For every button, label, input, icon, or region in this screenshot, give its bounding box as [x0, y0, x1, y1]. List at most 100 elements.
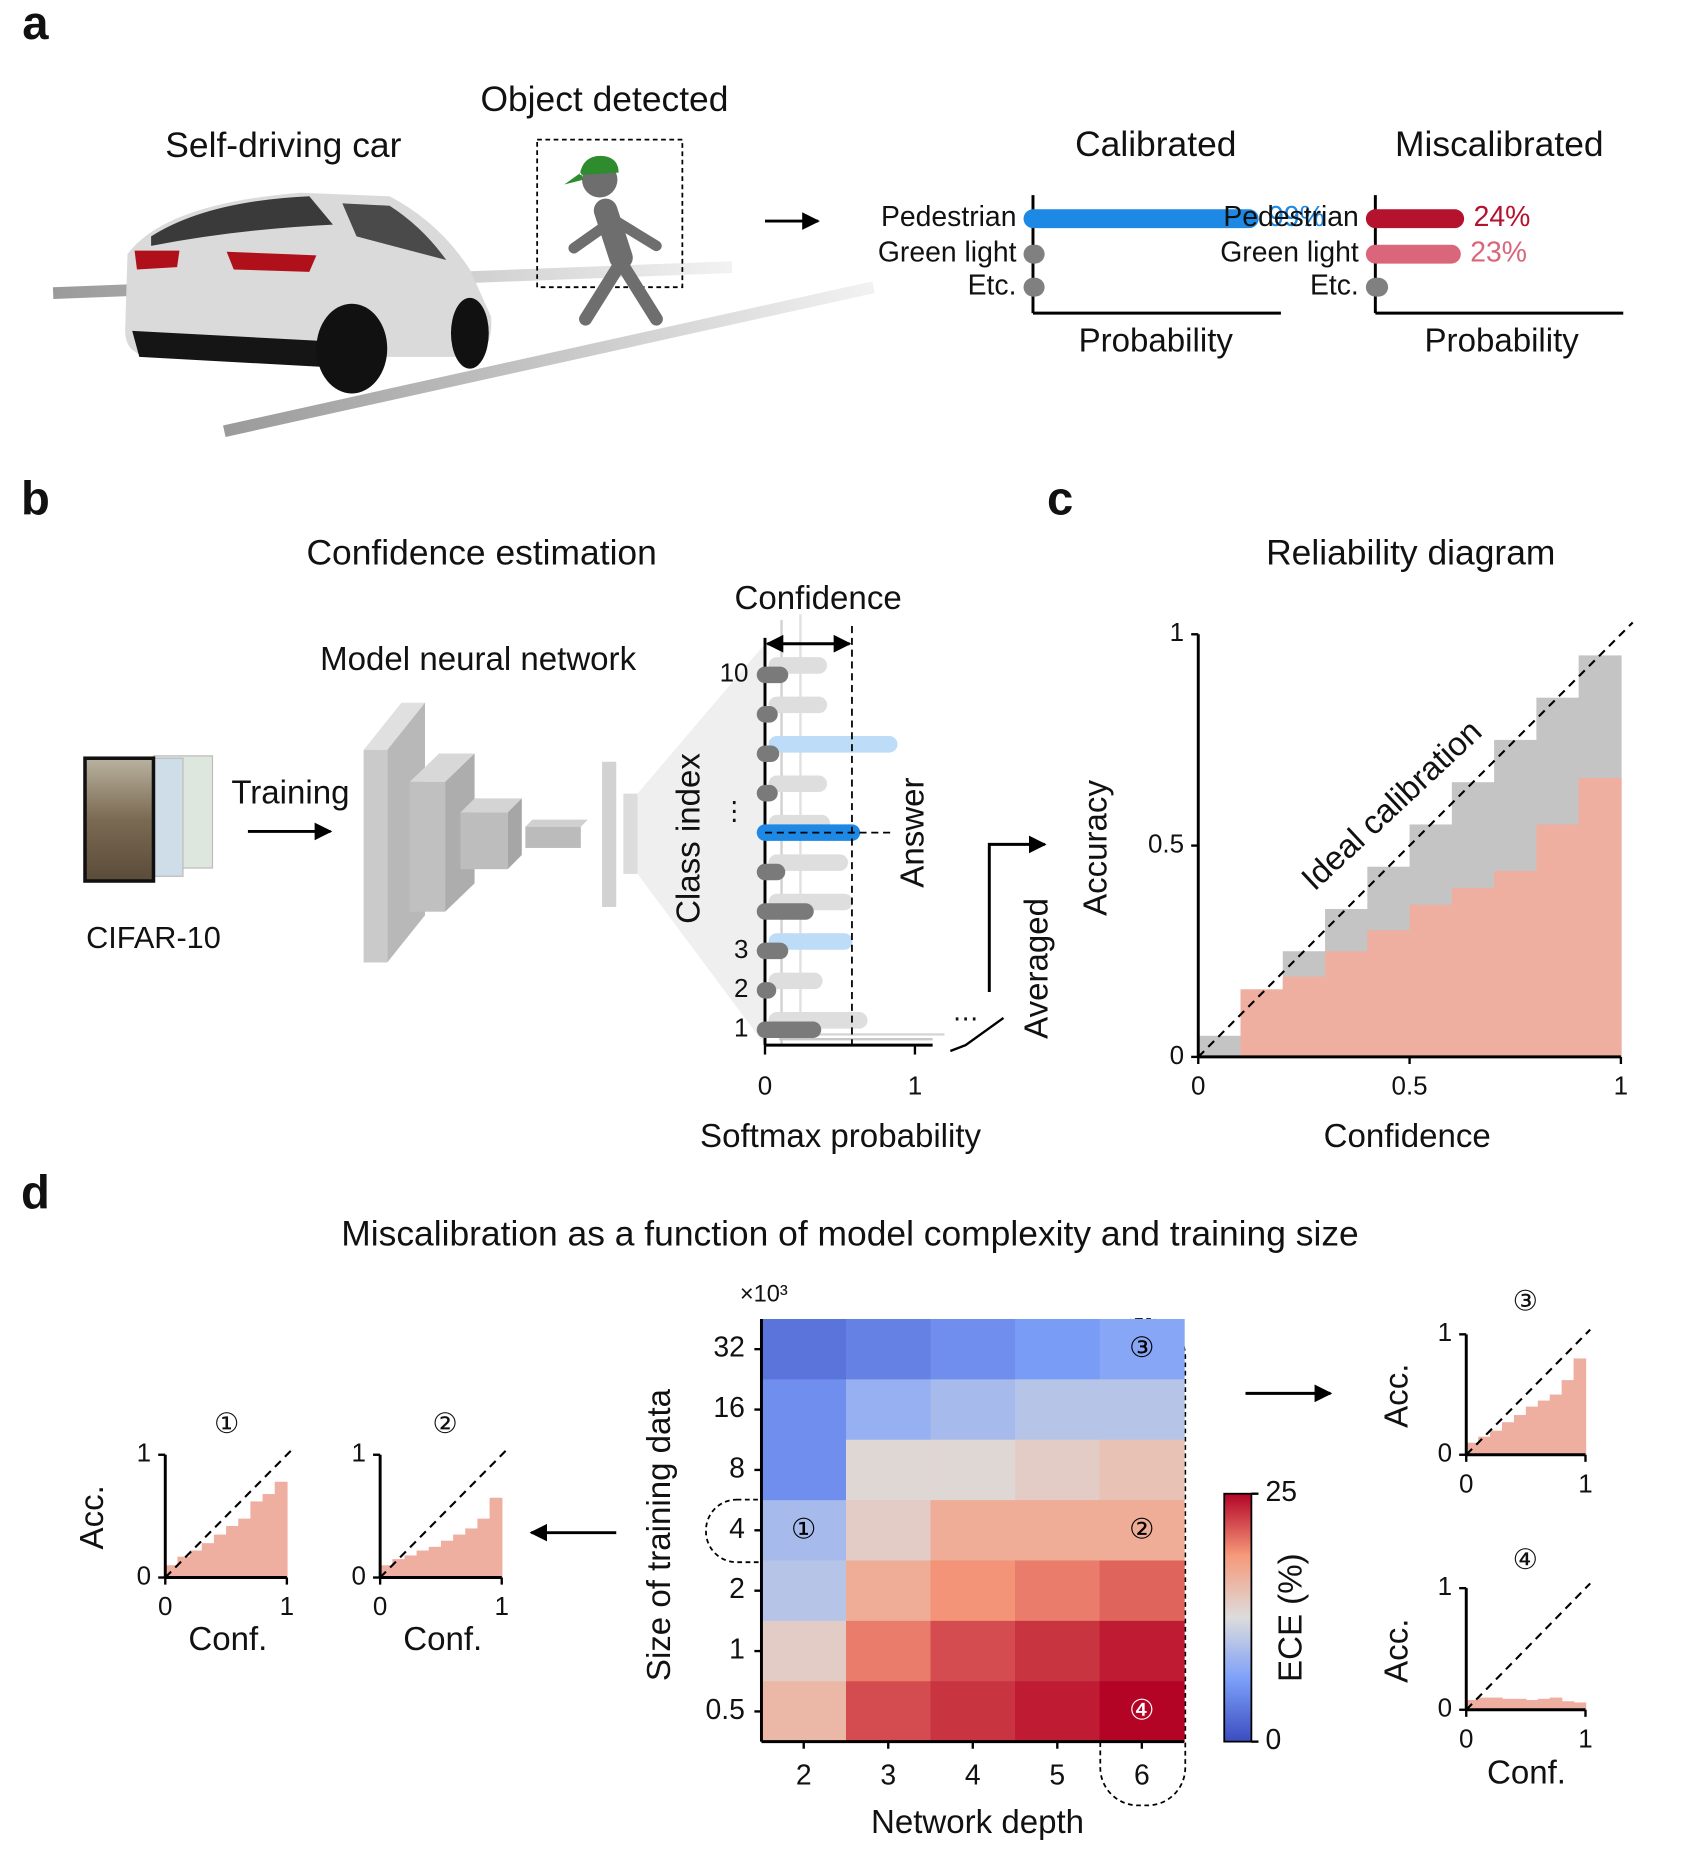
- ideal-diagonal: [1197, 621, 1634, 1058]
- bar: [477, 1518, 491, 1578]
- y-axis-label: Size of training data: [641, 1388, 678, 1681]
- bar: [416, 1550, 430, 1578]
- heatmap-cell: [930, 1379, 1016, 1441]
- y-tick-label: 1: [1438, 1317, 1452, 1347]
- detection-label: Object detected: [480, 79, 728, 119]
- heatmap-cell: [1015, 1439, 1101, 1501]
- heatmap-cell: [845, 1500, 932, 1562]
- heatmap-cell: [930, 1620, 1016, 1682]
- confidence-label: Confidence: [735, 580, 902, 617]
- x-tick-label: 0: [373, 1591, 387, 1621]
- ellipsis: ⋮: [721, 795, 747, 825]
- y-axis-label: Acc.: [1379, 1364, 1416, 1428]
- ideal-diagonal: [1465, 1328, 1591, 1456]
- bar: [1561, 1380, 1575, 1455]
- y-tick-label: Green light: [1220, 237, 1359, 269]
- heatmap-cell: [761, 1379, 847, 1441]
- x-tick-label: 6: [1134, 1760, 1150, 1792]
- y-axis-label: Accuracy: [1078, 780, 1115, 916]
- answer-label: Answer: [895, 778, 932, 888]
- y-tick-label: 32: [713, 1332, 745, 1364]
- dataset-label: CIFAR-10: [86, 920, 221, 955]
- bar: [1537, 1400, 1551, 1455]
- bar: [1494, 870, 1538, 1057]
- y-tick-label: Pedestrian: [881, 201, 1016, 233]
- bar: [1409, 904, 1453, 1057]
- bar: [274, 1481, 288, 1578]
- heatmap-cell: [930, 1439, 1016, 1501]
- bar: [226, 1525, 239, 1578]
- ideal-diagonal: [379, 1449, 508, 1579]
- ideal-diagonal: [1465, 1582, 1591, 1711]
- x-tick-label: 1: [1578, 1723, 1592, 1753]
- pedestrian: [564, 155, 663, 326]
- x-tick-label: 4: [965, 1760, 981, 1792]
- bar: [1537, 1698, 1551, 1710]
- heatmap-cell: [930, 1560, 1016, 1622]
- y-tick-label: Etc.: [1310, 270, 1359, 302]
- heatmap-cell: [845, 1318, 932, 1380]
- bar: [201, 1543, 215, 1578]
- bar: [1282, 976, 1326, 1057]
- bar: [1502, 1422, 1515, 1455]
- cell-annotation: ②: [1129, 1512, 1154, 1545]
- panel-label: b: [21, 473, 50, 526]
- y-tick-label: 1: [729, 1634, 745, 1666]
- axis-multiplier: ×10³: [740, 1282, 788, 1308]
- heatmap-cell: [761, 1500, 847, 1562]
- y-axis-label: Acc.: [1379, 1619, 1416, 1683]
- heatmap-cell: [1015, 1500, 1101, 1562]
- bar: [1367, 930, 1411, 1057]
- training-label: Training: [231, 775, 349, 812]
- bar: [1478, 1436, 1491, 1455]
- heatmap-cell: [761, 1439, 847, 1501]
- y-tick-label: 0.5: [706, 1694, 745, 1726]
- bar: [489, 1497, 503, 1578]
- bar: [465, 1528, 479, 1578]
- y-tick-label: 0: [1438, 1438, 1452, 1468]
- y-tick-label: 0: [1438, 1693, 1452, 1723]
- y-tick-label: 2: [729, 1573, 745, 1605]
- heatmap-cell: [845, 1620, 932, 1682]
- heatmap-cell: [1099, 1439, 1185, 1501]
- heatmap-cell: [845, 1681, 932, 1743]
- heatmap-cell: [1099, 1379, 1185, 1441]
- bar: [1561, 1701, 1575, 1710]
- bar: [1578, 777, 1622, 1057]
- y-tick-label: 0: [1170, 1040, 1184, 1070]
- ideal-diagonal: [164, 1449, 293, 1579]
- bar: [177, 1556, 191, 1578]
- x-tick-label: 0: [158, 1591, 172, 1621]
- bar: [1502, 1698, 1515, 1710]
- bar: [1490, 1697, 1503, 1710]
- bar: [1240, 989, 1284, 1057]
- bar: [1549, 1697, 1563, 1710]
- x-tick-label: 0: [1191, 1070, 1205, 1100]
- heatmap-cell: [1015, 1379, 1101, 1441]
- x-tick-label: 1: [495, 1591, 509, 1621]
- averaged-connector: [949, 835, 1047, 1053]
- cell-annotation: ①: [791, 1512, 816, 1545]
- bar: [262, 1494, 276, 1578]
- heatmap-cell: [845, 1439, 932, 1501]
- heatmap-cell: [930, 1318, 1016, 1380]
- x-tick-label: 3: [880, 1760, 896, 1792]
- y-axis-label: Acc.: [74, 1485, 111, 1549]
- bar: [1549, 1394, 1563, 1455]
- heatmap-cell: [761, 1620, 847, 1682]
- bar: [1573, 1358, 1587, 1455]
- car-label: Self-driving car: [165, 125, 401, 165]
- bar: [440, 1540, 454, 1578]
- panel-label: c: [1047, 473, 1073, 526]
- ellipsis: ⋯: [953, 1003, 979, 1033]
- bar: [250, 1501, 264, 1578]
- bar: [453, 1534, 466, 1578]
- y-tick-label: 1: [1438, 1571, 1452, 1601]
- bar: [1525, 1700, 1539, 1710]
- bar: [1478, 1697, 1491, 1710]
- y-tick-label: Pedestrian: [1223, 201, 1358, 233]
- x-axis-label: Network depth: [871, 1804, 1084, 1841]
- chart-title: ②: [432, 1407, 457, 1440]
